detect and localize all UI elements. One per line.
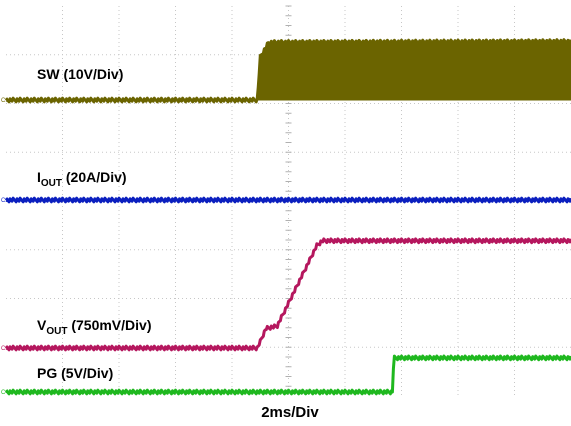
trace-label-1: SW (10V/Div) — [37, 66, 123, 82]
trace-1-burst — [256, 40, 571, 101]
traces: C1 C2 C3 C4 — [1, 38, 571, 396]
channel-marker: C2 — [1, 198, 9, 204]
trace-label-4: PG (5V/Div) — [37, 365, 113, 381]
trace-label-2: IOUT (20A/Div) — [37, 169, 127, 189]
label-main: SW (10V/Div) — [37, 66, 123, 82]
x-axis-label: 2ms/Div — [261, 404, 319, 421]
channel-marker: C1 — [1, 98, 9, 104]
label-scale: (750mV/Div) — [67, 317, 151, 333]
trace-4-line — [4, 354, 571, 396]
trace-label-3: VOUT (750mV/Div) — [37, 317, 152, 337]
channel-marker: C4 — [1, 390, 9, 396]
trace-labels: SW (10V/Div)IOUT (20A/Div)VOUT (750mV/Di… — [37, 66, 152, 381]
label-main: I — [37, 169, 41, 185]
label-subscript: OUT — [46, 326, 67, 337]
label-subscript: OUT — [41, 178, 62, 189]
trace-2-line — [4, 196, 571, 204]
label-scale: (20A/Div) — [62, 169, 127, 185]
trace-3-line — [4, 237, 571, 352]
channel-marker: C3 — [1, 346, 9, 352]
label-main: V — [37, 317, 47, 333]
label-main: PG (5V/Div) — [37, 365, 113, 381]
